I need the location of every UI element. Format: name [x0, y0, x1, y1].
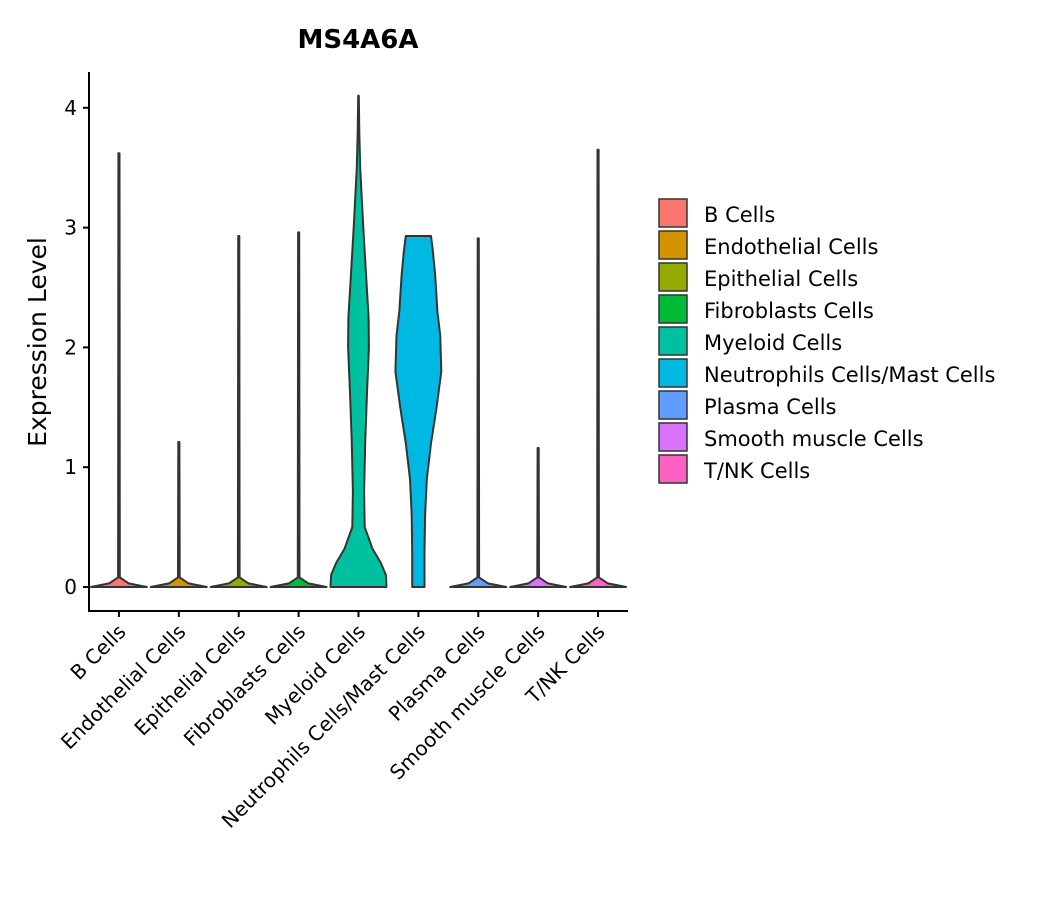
legend-label: T/NK Cells: [703, 459, 810, 483]
y-tick-label: 0: [64, 575, 77, 599]
y-tick-label: 2: [64, 335, 77, 359]
violin-smooth-muscle-cells: [509, 447, 568, 588]
y-tick-label: 1: [64, 455, 77, 479]
y-axis-label: Expression Level: [23, 237, 52, 447]
legend-swatch: [658, 454, 688, 484]
violin-b-cells: [89, 152, 148, 588]
legend-swatch: [658, 390, 688, 420]
violin-fibroblasts-cells: [269, 231, 328, 588]
legend-label: Neutrophils Cells/Mast Cells: [704, 363, 995, 387]
chart-title: MS4A6A: [297, 25, 418, 55]
legend-label: Endothelial Cells: [704, 235, 878, 259]
legend-swatch: [658, 422, 688, 452]
legend-swatch: [658, 294, 688, 324]
violin-plasma-cells: [449, 237, 508, 588]
violins-group: [89, 94, 628, 588]
y-tick-label: 4: [64, 96, 77, 120]
legend-label: Smooth muscle Cells: [704, 427, 924, 451]
legend-swatch: [658, 262, 688, 292]
legend-label: B Cells: [704, 203, 775, 227]
legend-swatch: [658, 358, 688, 388]
legend-swatch: [658, 198, 688, 228]
legend: B Cells Endothelial Cells Epithelial Cells…: [658, 198, 995, 484]
legend-swatch: [658, 326, 688, 356]
legend-swatch: [658, 230, 688, 260]
legend-label: Plasma Cells: [704, 395, 837, 419]
violin-myeloid-cells: [329, 94, 388, 588]
violin-epithelial-cells: [209, 235, 268, 588]
violin-t-nk-cells: [569, 148, 628, 588]
violin-endothelial-cells: [149, 441, 208, 588]
y-tick-label: 3: [64, 216, 77, 240]
legend-label: Fibroblasts Cells: [704, 299, 874, 323]
legend-label: Epithelial Cells: [704, 267, 858, 291]
legend-label: Myeloid Cells: [704, 331, 842, 355]
violin-neutrophils-cells-mast-cells: [394, 235, 443, 588]
